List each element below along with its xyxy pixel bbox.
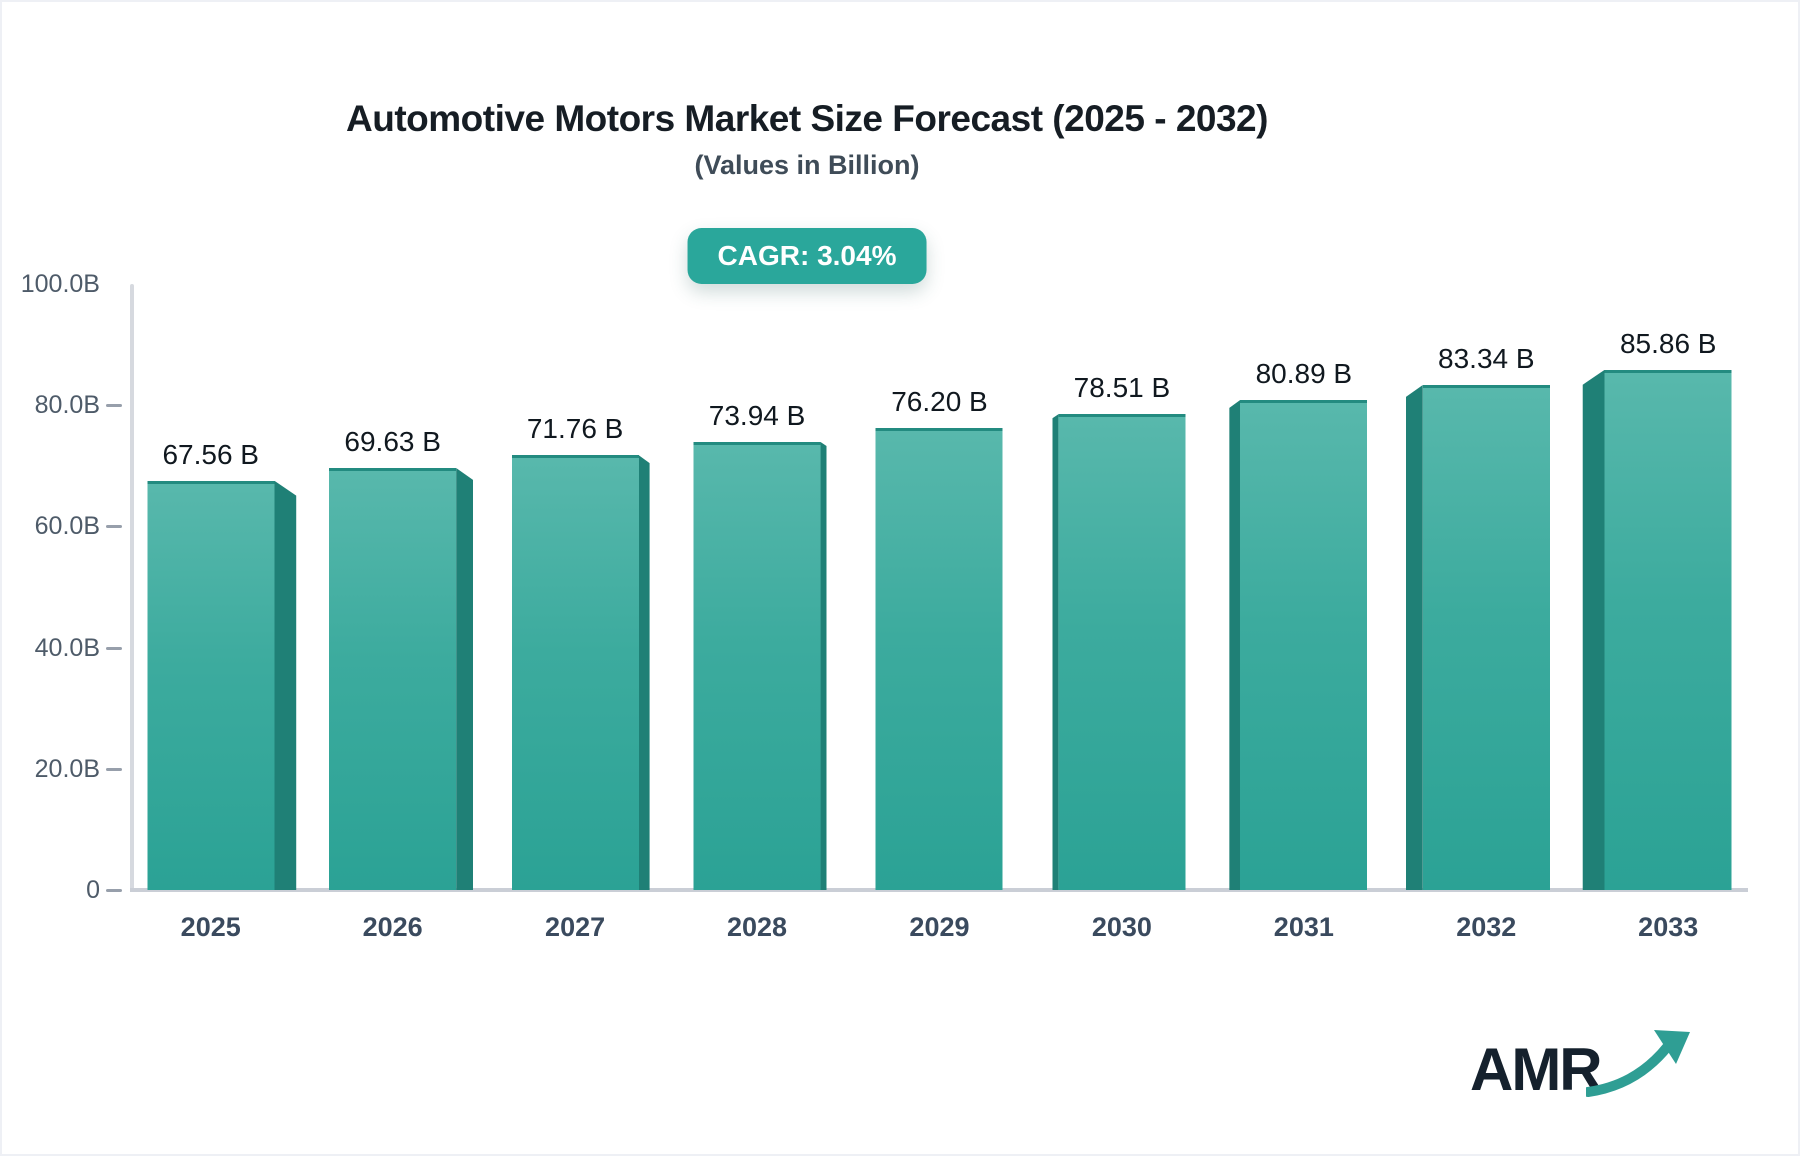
bar-2026[interactable] <box>329 468 474 890</box>
x-axis-label-2032: 2032 <box>1456 912 1517 942</box>
y-axis-tick-mark <box>106 767 122 771</box>
y-axis-tick-label: 80.0B <box>34 391 100 420</box>
bar-front-face[interactable] <box>1422 384 1550 890</box>
bar-chart: 100.0B 80.0B 60.0B 40.0B 20.0B 0 67.56 B 2025 6… <box>2 270 1800 964</box>
x-axis-label-2025: 2025 <box>180 912 241 942</box>
bar-side-face <box>274 480 297 890</box>
bar-2029[interactable] <box>875 428 1003 890</box>
y-axis-tick-label: 0 <box>86 876 100 904</box>
x-axis-label-2029: 2029 <box>909 912 970 942</box>
page-title: Automotive Motors Market Size Forecast (… <box>346 98 1268 139</box>
bar-2028[interactable] <box>693 441 827 890</box>
bar-2032[interactable] <box>1405 384 1550 890</box>
bar-value-label: 71.76 B <box>526 413 624 445</box>
y-axis-tick-mark <box>106 404 122 408</box>
amr-logo: AMR <box>1470 1026 1710 1110</box>
bar-front-face[interactable] <box>1604 369 1732 890</box>
y-axis-tick-mark <box>106 646 122 650</box>
bar-front-face[interactable] <box>1240 399 1368 890</box>
bar-front-face[interactable] <box>511 455 639 890</box>
x-axis-label-2028: 2028 <box>726 912 788 942</box>
bar-side-face <box>1582 369 1605 890</box>
bar-group-2031: 80.89 B 2031 <box>1209 284 1388 942</box>
bar-value-label: 69.63 B <box>344 426 441 458</box>
bar-value-label: 85.86 B <box>1619 327 1717 359</box>
bar-group-2028: 73.94 B 2028 <box>670 284 849 942</box>
bar-2031[interactable] <box>1229 399 1368 890</box>
bar-2025[interactable] <box>147 480 297 890</box>
bar-value-label: 76.20 B <box>891 386 988 418</box>
x-axis-label-2030: 2030 <box>1091 912 1152 942</box>
bar-front-face[interactable] <box>147 480 275 890</box>
bar-value-label: 83.34 B <box>1438 342 1535 374</box>
bar-2030[interactable] <box>1052 414 1186 890</box>
x-axis-label-2031: 2031 <box>1273 912 1334 942</box>
bar-side-face <box>456 468 474 890</box>
y-axis-tick-label: 100.0B <box>20 270 100 298</box>
x-axis-line <box>130 888 1748 892</box>
growth-arrow-icon <box>1586 1030 1690 1097</box>
bar-front-face[interactable] <box>329 468 457 890</box>
cagr-badge: CAGR: 3.04% <box>687 228 927 284</box>
y-axis-tick-label: 60.0B <box>34 512 100 541</box>
x-axis-label-2027: 2027 <box>545 912 606 942</box>
bar-value-label: 80.89 B <box>1255 357 1353 389</box>
bar-front-face[interactable] <box>1058 414 1186 890</box>
y-axis-line <box>130 284 134 890</box>
bar-value-label: 73.94 B <box>708 399 806 431</box>
x-axis-label-2033: 2033 <box>1638 912 1699 942</box>
bar-side-face <box>1052 414 1059 890</box>
bar-side-face <box>820 441 827 890</box>
bar-group-2025: 67.56 B 2025 <box>132 284 311 942</box>
x-axis-label-2026: 2026 <box>362 912 423 942</box>
bar-value-label: 67.56 B <box>162 438 259 470</box>
y-axis-tick-mark <box>106 525 122 529</box>
bar-side-face <box>1229 399 1241 890</box>
y-axis-tick-mark <box>106 889 122 892</box>
bar-group-2026: 69.63 B 2026 <box>311 284 490 942</box>
bar-group-2030: 78.51 B 2030 <box>1029 284 1208 942</box>
amr-logo-text: AMR <box>1470 1036 1603 1103</box>
bar-front-face[interactable] <box>693 441 821 890</box>
y-axis-tick-label: 20.0B <box>34 754 100 783</box>
bar-group-2032: 83.34 B 2032 <box>1388 284 1567 942</box>
bar-2033[interactable] <box>1582 369 1732 890</box>
bar-side-face <box>1405 384 1423 890</box>
bar-group-2033: 85.86 B 2033 <box>1568 284 1747 942</box>
bar-value-label: 78.51 B <box>1073 372 1171 404</box>
bar-side-face <box>638 455 650 890</box>
bars-row: 67.56 B 2025 69.63 B 2026 71.76 B 2027 73.94 B… <box>132 284 1747 942</box>
bar-front-face[interactable] <box>875 428 1003 890</box>
page-subtitle: (Values in Billion) <box>694 150 920 180</box>
bar-group-2029: 76.20 B 2029 <box>850 284 1029 942</box>
bar-group-2027: 71.76 B 2027 <box>491 284 670 942</box>
y-axis-tick-label: 40.0B <box>34 633 100 662</box>
bar-2027[interactable] <box>511 455 650 890</box>
